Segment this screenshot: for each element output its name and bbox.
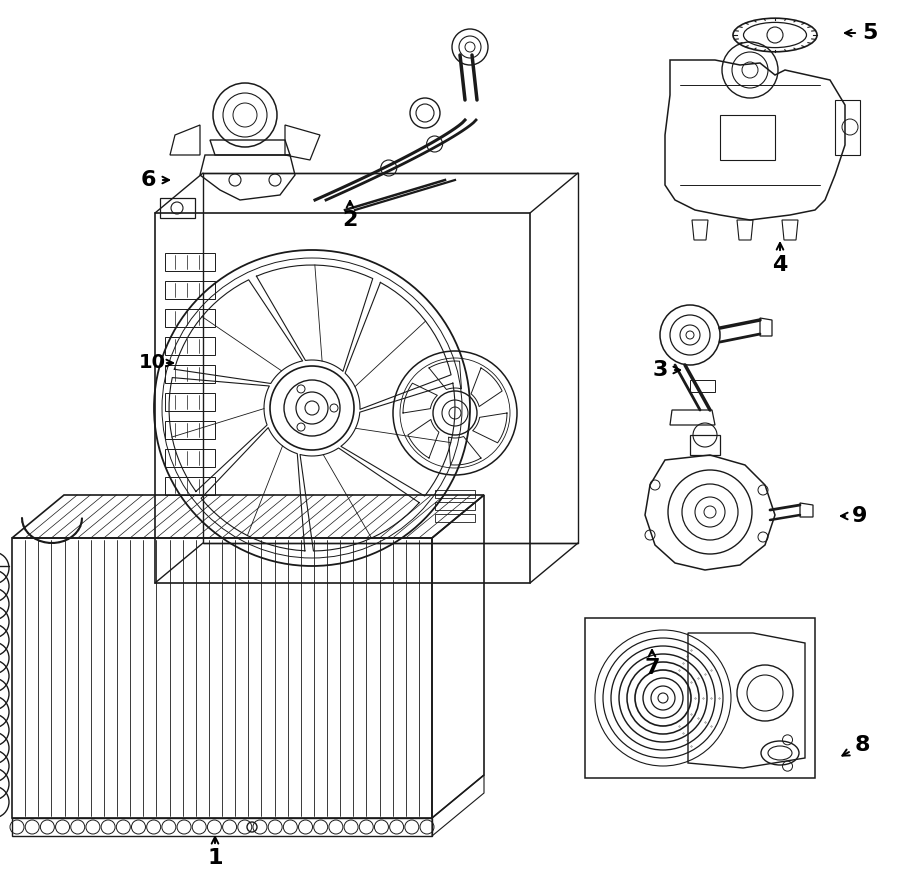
Bar: [720, 115, 775, 160]
Bar: [165, 421, 215, 439]
Text: 9: 9: [852, 506, 868, 526]
Bar: [203, 173, 578, 543]
Bar: [165, 365, 215, 383]
Bar: [690, 380, 715, 392]
Bar: [435, 502, 475, 510]
Text: 1: 1: [207, 848, 223, 868]
Bar: [165, 309, 215, 327]
Text: 3: 3: [652, 360, 668, 380]
Bar: [165, 477, 215, 495]
Text: 8: 8: [854, 735, 869, 755]
Text: 6: 6: [140, 170, 156, 190]
Bar: [12, 538, 432, 818]
Bar: [160, 198, 195, 218]
Bar: [165, 253, 215, 271]
Bar: [165, 337, 215, 355]
Bar: [165, 281, 215, 299]
Bar: [155, 213, 530, 583]
Text: 2: 2: [342, 210, 357, 230]
Bar: [585, 618, 815, 778]
Bar: [165, 393, 215, 411]
Text: 5: 5: [862, 23, 878, 43]
Bar: [435, 514, 475, 522]
Bar: [12, 818, 432, 836]
Bar: [435, 490, 475, 498]
Text: 7: 7: [644, 658, 660, 678]
Text: 10: 10: [139, 353, 166, 373]
Bar: [165, 449, 215, 467]
Text: 4: 4: [772, 255, 788, 275]
Bar: [690, 435, 720, 455]
